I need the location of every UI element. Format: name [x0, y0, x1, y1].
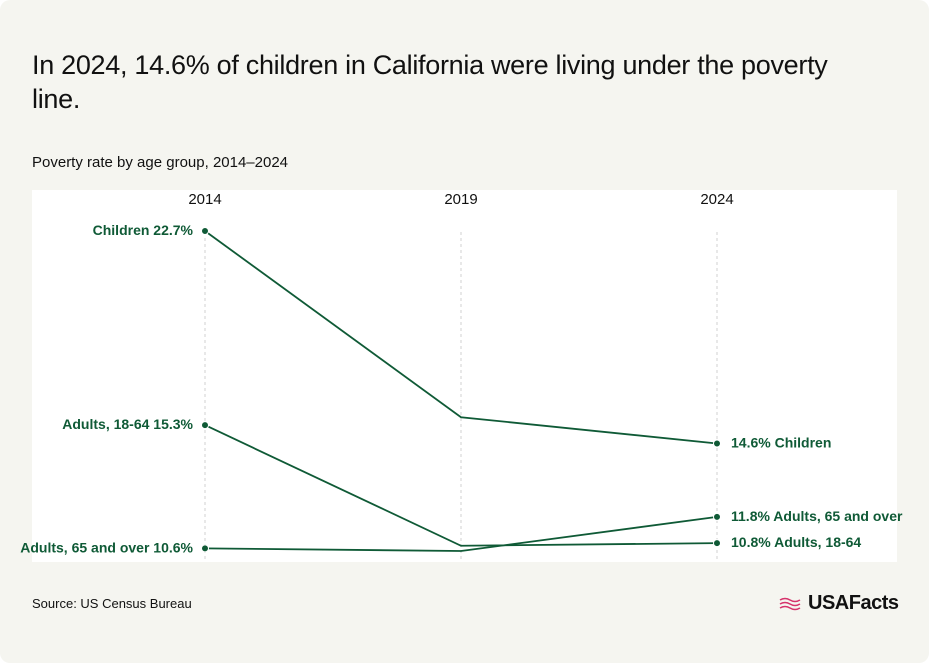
series-name: Adults, 65 and over — [773, 508, 903, 524]
source: Source: US Census Bureau — [32, 596, 192, 611]
x-tick-label: 2019 — [444, 191, 477, 208]
series-name: Children — [93, 222, 154, 238]
logo: USAFacts — [778, 592, 899, 615]
point — [713, 539, 721, 548]
point — [201, 421, 209, 430]
value-label: 14.6% — [731, 434, 775, 450]
data-label: 10.8% Adults, 18-64 — [731, 534, 861, 550]
data-label: 14.6% Children — [731, 434, 831, 450]
logo-text: USAFacts — [808, 592, 899, 614]
value-label: 22.7% — [153, 222, 193, 238]
value-label: 10.8% — [731, 534, 774, 550]
point — [713, 439, 721, 448]
series-name: Adults, 65 and over — [20, 539, 153, 555]
data-label: Adults, 18-64 15.3% — [62, 416, 193, 432]
series-name: Adults, 18-64 — [62, 416, 153, 432]
chart-title: In 2024, 14.6% of children in California… — [32, 50, 828, 114]
series-name: Adults, 18-64 — [774, 534, 861, 550]
series-line — [204, 230, 718, 445]
data-label: Adults, 65 and over 10.6% — [20, 539, 193, 555]
logo-icon — [779, 597, 801, 610]
x-tick-label: 2024 — [700, 191, 733, 208]
data-label: 11.8% Adults, 65 and over — [731, 508, 903, 524]
x-tick-label: 2014 — [188, 191, 221, 208]
point — [201, 227, 209, 235]
chart-subtitle: Poverty rate by age group, 2014–2024 — [32, 154, 289, 171]
value-label: 11.8% — [731, 508, 773, 524]
point — [201, 544, 209, 553]
value-label: 15.3% — [153, 416, 193, 432]
plot-area — [32, 190, 897, 562]
value-label: 10.6% — [153, 539, 193, 555]
series-name: Children — [775, 434, 832, 450]
point — [713, 512, 721, 521]
series-line — [204, 424, 718, 547]
series-line — [204, 516, 718, 552]
data-label: Children 22.7% — [93, 222, 194, 238]
